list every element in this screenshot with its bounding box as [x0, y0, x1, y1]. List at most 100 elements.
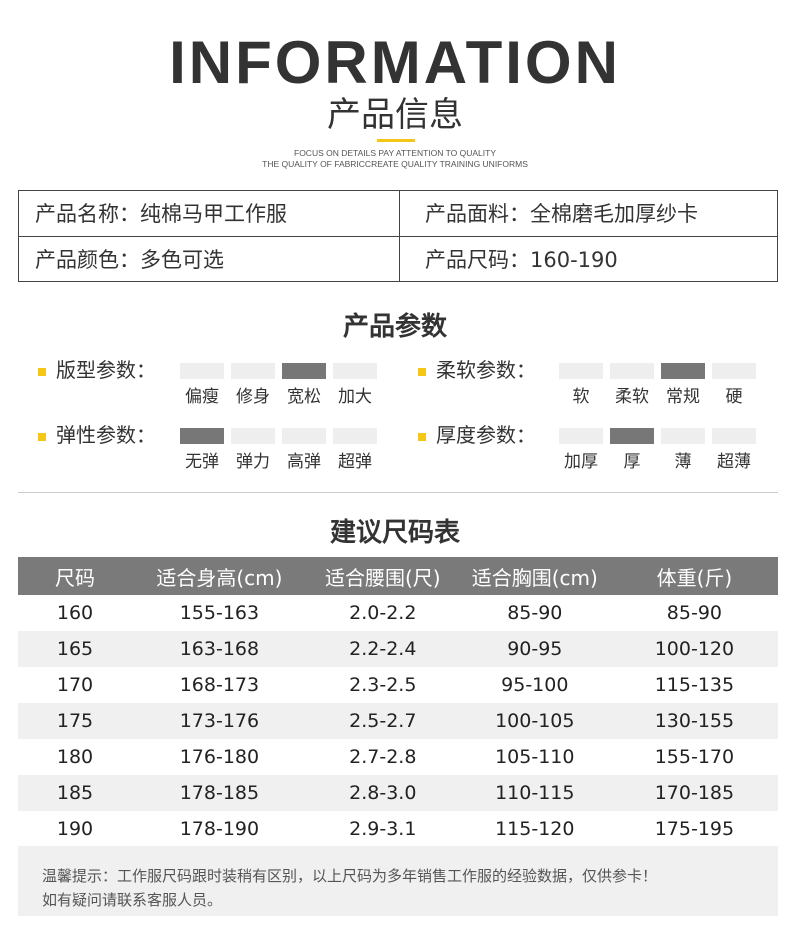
accent-line — [377, 139, 415, 142]
param-level-bar — [712, 428, 756, 444]
info-name: 产品名称：纯棉马甲工作服 — [35, 202, 287, 226]
param-option: 宽松 — [287, 387, 321, 407]
table-cell: 100-120 — [610, 631, 778, 667]
param-label-text: 厚度参数： — [436, 423, 536, 447]
info-size: 产品尺码：160-190 — [425, 248, 618, 272]
subtitle-1: FOCUS ON DETAILS PAY ATTENTION TO QUALIT… — [294, 148, 496, 158]
table-cell: 100-105 — [458, 703, 611, 739]
param-label: 弹性参数： — [38, 422, 156, 448]
divider — [399, 191, 400, 281]
table-cell: 170-185 — [610, 775, 778, 811]
param-level-bar — [333, 428, 377, 444]
table-cell: 185 — [18, 775, 132, 811]
table-cell: 176-180 — [179, 746, 260, 768]
param-label-text: 版型参数： — [56, 358, 156, 382]
table-cell: 95-100 — [501, 674, 569, 696]
param-option: 常规 — [666, 387, 700, 407]
table-cell: 2.9-3.1 — [349, 818, 417, 840]
column-header: 尺码 — [18, 557, 132, 595]
param-level-bar — [231, 428, 275, 444]
table-cell: 168-173 — [179, 674, 260, 696]
param-option: 偏瘦 — [185, 387, 219, 407]
param-option: 软 — [572, 387, 590, 407]
table-cell: 85-90 — [507, 602, 563, 624]
param-option: 超薄 — [717, 452, 751, 472]
param-level-bar — [282, 363, 326, 379]
column-header: 适合胸围(cm) — [458, 557, 611, 595]
subtitle-2: THE QUALITY OF FABRICCREATE QUALITY TRAI… — [262, 159, 528, 169]
param-level-bar — [712, 363, 756, 379]
column-header: 适合腰围(尺) — [306, 557, 459, 595]
param-option: 高弹 — [287, 452, 321, 472]
title-cn: 产品信息 — [327, 95, 463, 135]
param-label: 厚度参数： — [418, 422, 536, 448]
param-option: 硬 — [725, 387, 743, 407]
param-level-bar — [661, 428, 705, 444]
table-cell: 180 — [56, 746, 94, 768]
param-label: 版型参数： — [38, 357, 156, 383]
param-level-bar — [282, 428, 326, 444]
table-row: 190 178-190 2.9-3.1 115-120 175-195 — [18, 811, 778, 847]
table-cell: 105-110 — [495, 746, 575, 768]
table-row: 185 178-185 2.8-3.0 110-115 170-185 — [18, 775, 778, 811]
note: 温馨提示：工作服尺码跟时装稍有区别，以上尺码为多年销售工作服的经验数据，仅供参卡… — [18, 846, 778, 916]
table-cell: 155-163 — [179, 602, 260, 624]
param-label-text: 弹性参数： — [56, 423, 156, 447]
column-header: 体重(斤) — [610, 557, 778, 595]
table-cell: 165 — [18, 631, 132, 667]
param-level-bar — [559, 363, 603, 379]
table-cell: 2.5-2.7 — [306, 703, 459, 739]
table-row: 165 163-168 2.2-2.4 90-95 100-120 — [18, 631, 778, 667]
param-option: 修身 — [236, 387, 270, 407]
table-cell: 175-195 — [654, 818, 735, 840]
table-cell: 2.7-2.8 — [349, 746, 417, 768]
table-cell: 178-185 — [132, 775, 307, 811]
table-cell: 2.2-2.4 — [306, 631, 459, 667]
table-cell: 178-190 — [179, 818, 260, 840]
note-line: 如有疑问请联系客服人员。 — [42, 891, 223, 909]
title-en: INFORMATION — [169, 29, 621, 96]
bullet-icon — [38, 367, 46, 376]
table-cell: 160 — [56, 602, 94, 624]
table-cell: 90-95 — [458, 631, 611, 667]
param-level-bar — [180, 363, 224, 379]
table-cell: 130-155 — [610, 703, 778, 739]
table-row: 175 173-176 2.5-2.7 100-105 130-155 — [18, 703, 778, 739]
divider — [19, 236, 777, 237]
table-cell: 170 — [56, 674, 94, 696]
param-option: 厚 — [623, 452, 641, 472]
table-row: 160 155-163 2.0-2.2 85-90 85-90 — [18, 595, 778, 631]
table-cell: 110-115 — [458, 775, 611, 811]
param-level-bar — [231, 363, 275, 379]
bullet-icon — [38, 432, 46, 441]
divider — [18, 492, 778, 493]
param-level-bar — [559, 428, 603, 444]
table-cell: 175 — [18, 703, 132, 739]
info-table: 产品名称：纯棉马甲工作服 产品面料：全棉磨毛加厚纱卡 产品颜色：多色可选 产品尺… — [18, 190, 778, 282]
param-option: 薄 — [674, 452, 692, 472]
info-fabric: 产品面料：全棉磨毛加厚纱卡 — [425, 202, 698, 226]
param-level-bar — [610, 363, 654, 379]
bullet-icon — [418, 432, 426, 441]
table-cell: 155-170 — [654, 746, 735, 768]
table-cell: 2.0-2.2 — [349, 602, 417, 624]
size-table: 尺码 适合身高(cm) 适合腰围(尺) 适合胸围(cm) 体重(斤) 160 155-16… — [18, 557, 778, 847]
table-cell: 2.8-3.0 — [306, 775, 459, 811]
param-option: 弹力 — [236, 452, 270, 472]
param-label: 柔软参数： — [418, 357, 536, 383]
param-option: 加大 — [338, 387, 372, 407]
param-level-bar — [661, 363, 705, 379]
table-cell: 85-90 — [666, 602, 722, 624]
note-line: 温馨提示：工作服尺码跟时装稍有区别，以上尺码为多年销售工作服的经验数据，仅供参卡… — [42, 867, 658, 885]
table-row: 170 168-173 2.3-2.5 95-100 115-135 — [18, 667, 778, 703]
table-row: 180 176-180 2.7-2.8 105-110 155-170 — [18, 739, 778, 775]
param-level-bar — [610, 428, 654, 444]
table-cell: 173-176 — [132, 703, 307, 739]
param-option: 加厚 — [564, 452, 598, 472]
param-level-bar — [180, 428, 224, 444]
table-cell: 115-135 — [654, 674, 735, 696]
params-title: 产品参数 — [342, 312, 447, 342]
param-level-bar — [333, 363, 377, 379]
param-option: 超弹 — [338, 452, 372, 472]
column-header: 适合身高(cm) — [132, 557, 307, 595]
